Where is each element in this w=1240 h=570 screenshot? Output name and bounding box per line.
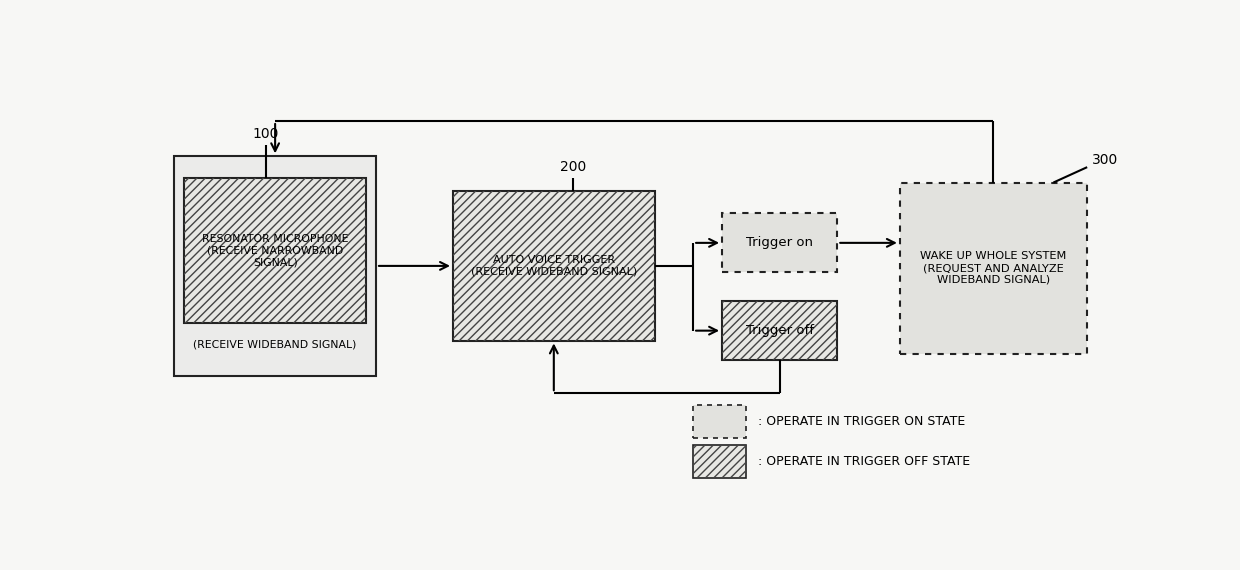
Text: : OPERATE IN TRIGGER ON STATE: : OPERATE IN TRIGGER ON STATE [758, 415, 965, 428]
Bar [693, 405, 746, 438]
Text: WAKE UP WHOLE SYSTEM
(REQUEST AND ANALYZE
WIDEBAND SIGNAL): WAKE UP WHOLE SYSTEM (REQUEST AND ANALYZ… [920, 251, 1066, 284]
Text: : OPERATE IN TRIGGER OFF STATE: : OPERATE IN TRIGGER OFF STATE [758, 455, 970, 468]
Text: AUTO VOICE TRIGGER
(RECEIVE WIDEBAND SIGNAL): AUTO VOICE TRIGGER (RECEIVE WIDEBAND SIG… [471, 255, 637, 276]
Text: (RECEIVE WIDEBAND SIGNAL): (RECEIVE WIDEBAND SIGNAL) [193, 340, 357, 350]
Text: RESONATOR MICROPHONE
(RECEIVE NARROWBAND
SIGNAL): RESONATOR MICROPHONE (RECEIVE NARROWBAND… [202, 234, 348, 267]
Bar [722, 213, 837, 272]
Bar [453, 192, 655, 340]
Text: Trigger on: Trigger on [746, 237, 813, 249]
Text: 200: 200 [560, 160, 587, 174]
Text: 100: 100 [252, 127, 279, 141]
Bar [174, 156, 376, 376]
Bar [722, 301, 837, 360]
Bar [184, 178, 367, 323]
Text: 300: 300 [1092, 153, 1118, 167]
Bar [722, 301, 837, 360]
Bar [900, 182, 1087, 353]
Bar [693, 445, 746, 478]
Bar [693, 445, 746, 478]
Bar [453, 192, 655, 340]
Bar [184, 178, 367, 323]
Text: Trigger off: Trigger off [745, 324, 813, 337]
